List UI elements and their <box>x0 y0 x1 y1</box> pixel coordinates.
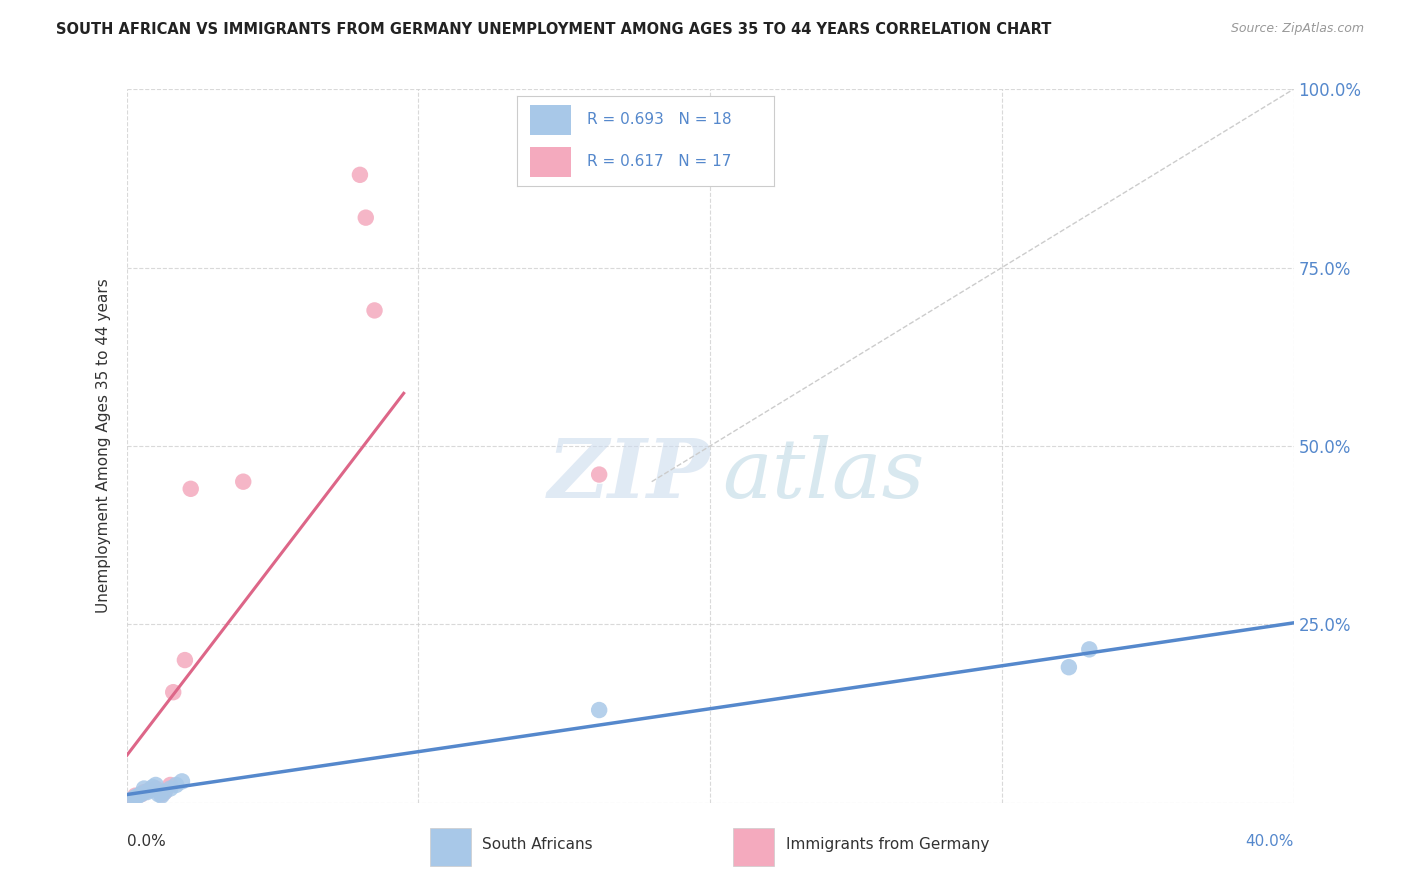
Point <box>127 789 149 803</box>
Point <box>180 482 202 496</box>
Point <box>588 467 610 482</box>
Text: 40.0%: 40.0% <box>1246 834 1294 849</box>
Point <box>145 781 167 796</box>
Text: atlas: atlas <box>721 434 924 515</box>
Point <box>129 787 152 801</box>
Point <box>349 168 371 182</box>
Point <box>363 303 385 318</box>
Point <box>145 778 167 792</box>
Point <box>132 781 155 796</box>
Point <box>150 787 173 801</box>
Point <box>1057 660 1080 674</box>
Point <box>139 783 162 797</box>
Text: Source: ZipAtlas.com: Source: ZipAtlas.com <box>1230 22 1364 36</box>
Point <box>142 780 165 794</box>
Point <box>165 778 187 792</box>
Point <box>124 790 146 805</box>
Point <box>121 792 143 806</box>
Point <box>1078 642 1101 657</box>
Point <box>153 785 176 799</box>
Point <box>354 211 377 225</box>
Point <box>159 781 181 796</box>
Text: 0.0%: 0.0% <box>127 834 166 849</box>
Text: ZIP: ZIP <box>547 434 710 515</box>
Y-axis label: Unemployment Among Ages 35 to 44 years: Unemployment Among Ages 35 to 44 years <box>96 278 111 614</box>
Point <box>170 774 193 789</box>
Point <box>588 703 610 717</box>
Point <box>150 789 173 803</box>
Point <box>136 785 159 799</box>
Point <box>153 785 176 799</box>
Point <box>139 783 162 797</box>
Point <box>159 778 181 792</box>
Point <box>124 789 146 803</box>
Point <box>148 787 170 801</box>
Text: SOUTH AFRICAN VS IMMIGRANTS FROM GERMANY UNEMPLOYMENT AMONG AGES 35 TO 44 YEARS : SOUTH AFRICAN VS IMMIGRANTS FROM GERMANY… <box>56 22 1052 37</box>
Point <box>121 792 143 806</box>
Point <box>129 787 152 801</box>
Point <box>232 475 254 489</box>
Point <box>174 653 197 667</box>
Point <box>132 785 155 799</box>
Point <box>162 685 184 699</box>
